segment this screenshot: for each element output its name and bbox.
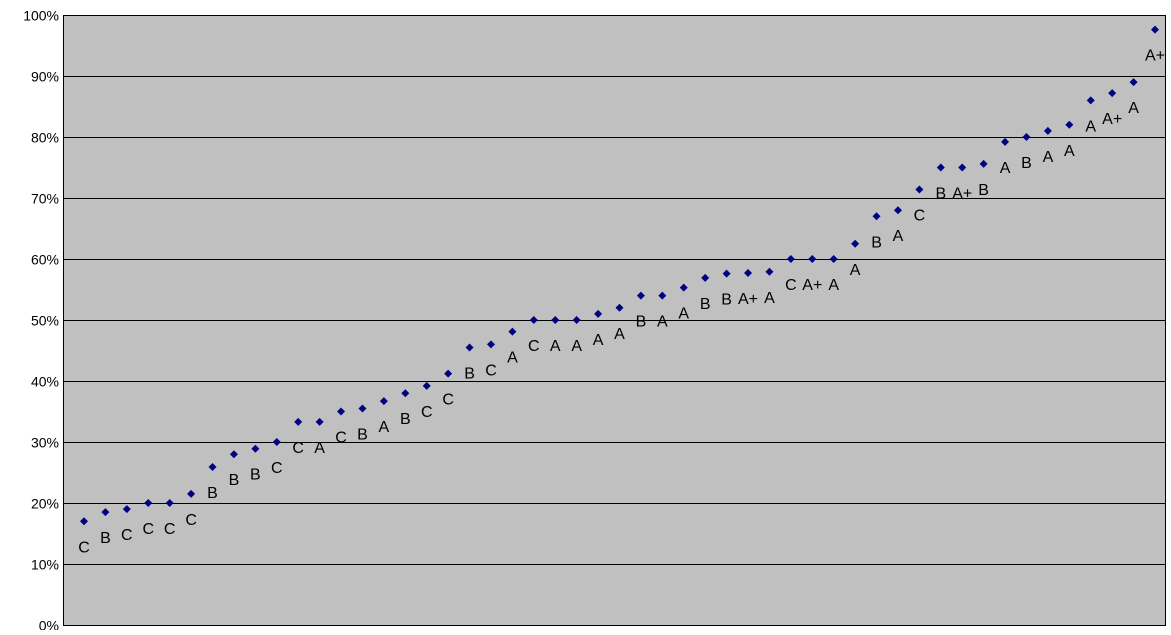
data-label: B — [636, 314, 647, 331]
data-label: B — [978, 182, 989, 199]
data-label: A+ — [1145, 48, 1165, 65]
data-label: B — [229, 472, 240, 489]
data-label: B — [250, 467, 261, 484]
data-label: B — [207, 485, 218, 502]
data-label: A — [1128, 100, 1139, 117]
data-label: B — [100, 530, 111, 547]
data-label: A — [379, 419, 390, 436]
data-label: B — [464, 365, 475, 382]
data-label: B — [871, 234, 882, 251]
data-label: A — [657, 314, 668, 331]
data-label: C — [335, 430, 347, 447]
y-axis-tick-labels: 0% 10% 20% 30% 40% 50% 60% 70% 80% 90% 100% — [23, 8, 59, 631]
data-label: B — [400, 411, 411, 428]
data-label: B — [357, 426, 368, 443]
data-label: A — [571, 338, 582, 355]
data-label: C — [785, 277, 797, 294]
data-label: A — [850, 262, 861, 279]
data-label: C — [421, 404, 433, 421]
data-label: A — [764, 290, 775, 307]
data-label: A — [828, 277, 839, 294]
data-label: A — [550, 338, 561, 355]
data-label: C — [914, 207, 926, 224]
y-tick-label: 70% — [31, 191, 59, 207]
data-label: B — [700, 296, 711, 313]
data-label: C — [271, 460, 283, 477]
data-label: A+ — [802, 277, 822, 294]
data-label: A — [1000, 160, 1011, 177]
y-tick-label: 20% — [31, 496, 59, 512]
data-label: B — [1021, 155, 1032, 172]
data-label: A+ — [952, 186, 972, 203]
data-label: C — [185, 512, 197, 529]
data-label: C — [142, 521, 154, 538]
data-label: A+ — [738, 291, 758, 308]
y-tick-label: 10% — [31, 557, 59, 573]
data-label: C — [121, 527, 133, 544]
y-tick-label: 60% — [31, 252, 59, 268]
data-label: A+ — [1102, 111, 1122, 128]
data-label: C — [442, 392, 454, 409]
data-label: A — [1085, 118, 1096, 135]
data-label: C — [78, 539, 90, 556]
data-label: A — [593, 332, 604, 349]
y-tick-label: 40% — [31, 374, 59, 390]
y-tick-label: 50% — [31, 313, 59, 329]
data-label: C — [528, 338, 540, 355]
data-label: A — [678, 306, 689, 323]
y-tick-label: 80% — [31, 130, 59, 146]
data-label: B — [721, 292, 732, 309]
data-label: C — [485, 362, 497, 379]
data-label: C — [292, 440, 304, 457]
data-label: A — [614, 326, 625, 343]
data-label: A — [507, 350, 518, 367]
y-tick-label: 0% — [39, 618, 59, 631]
data-label: A — [893, 228, 904, 245]
data-label: B — [935, 186, 946, 203]
data-label: A — [1043, 149, 1054, 166]
data-label: A — [314, 440, 325, 457]
y-tick-label: 100% — [23, 8, 59, 24]
y-tick-label: 30% — [31, 435, 59, 451]
data-label: A — [1064, 143, 1075, 160]
data-label: C — [164, 521, 176, 538]
y-tick-label: 90% — [31, 69, 59, 85]
